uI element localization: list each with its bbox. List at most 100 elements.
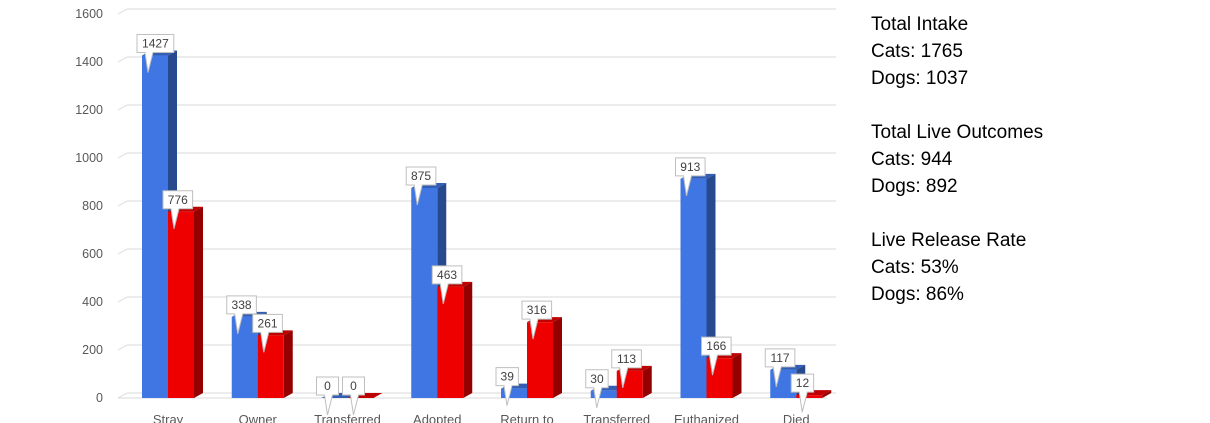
y-axis: 0 200 400 600 800 1000 1200 1400 1600 (75, 7, 103, 405)
category-label: Owner (239, 412, 278, 423)
category-label: Died (783, 412, 810, 423)
bar-front (680, 178, 707, 398)
live-outcomes-cats: Cats: 944 (871, 149, 953, 170)
live-outcomes-title: Total Live Outcomes (871, 122, 1044, 143)
y-tick-label: 1600 (75, 7, 103, 21)
data-label: 316 (521, 300, 553, 340)
data-label: 0 (316, 376, 339, 416)
bar-front (501, 388, 527, 398)
data-label-text: 875 (411, 169, 431, 183)
data-label-callout (611, 349, 642, 389)
bar (527, 317, 562, 398)
data-label: 30 (585, 369, 609, 408)
gridline-side (117, 296, 128, 303)
bar-side (822, 390, 832, 398)
data-label-callout (226, 295, 257, 335)
category-label: Transferred (583, 412, 650, 423)
bar (168, 206, 203, 398)
data-label: 0 (342, 376, 365, 416)
bar-front (168, 211, 194, 398)
y-tick-label: 800 (82, 199, 103, 213)
data-label-text: 913 (680, 160, 700, 174)
bar-front (142, 55, 168, 399)
data-label-text: 166 (706, 339, 726, 353)
gridline-side (117, 392, 128, 399)
intake-title: Total Intake (871, 14, 969, 35)
data-label-text: 338 (232, 298, 252, 312)
data-label-callout (405, 166, 437, 206)
data-label-text: 117 (770, 351, 789, 365)
release-rate-block: Live Release Rate Cats: 53% Dogs: 86% (871, 227, 1191, 308)
y-tick-label: 1200 (75, 103, 103, 117)
data-label-callout (316, 376, 339, 416)
data-labels: 1427 338 0 875 39 30 913 117 776 261 0 463 316 113 166… (136, 34, 815, 416)
gridline-side (117, 248, 128, 255)
data-label-callout (701, 336, 732, 376)
bar-front (796, 395, 823, 398)
data-label-text: 12 (796, 376, 810, 390)
live-outcomes-block: Total Live Outcomes Cats: 944 Dogs: 892 (871, 119, 1191, 200)
data-label: 338 (226, 295, 257, 335)
y-tick-label: 600 (82, 247, 103, 261)
category-label: Stray (153, 412, 184, 423)
data-label-callout (495, 367, 519, 406)
data-label: 913 (675, 157, 706, 197)
gridline-side (117, 8, 128, 15)
data-label-text: 39 (501, 370, 515, 384)
data-label-text: 1427 (142, 37, 169, 51)
data-label-callout (342, 376, 365, 416)
release-rate-dogs: Dogs: 86% (871, 284, 964, 305)
data-label-callout (675, 157, 706, 197)
data-label-text: 0 (324, 379, 331, 393)
bar-side (553, 317, 562, 398)
gridline-side (117, 56, 128, 63)
data-label: 113 (611, 349, 642, 389)
bar (257, 330, 293, 398)
gridline-side (117, 344, 128, 351)
release-rate-title: Live Release Rate (871, 230, 1027, 251)
gridline-side (117, 200, 128, 207)
data-label: 166 (701, 336, 732, 376)
data-label: 875 (405, 166, 437, 206)
release-rate-cats: Cats: 53% (871, 257, 959, 278)
data-label: 12 (790, 373, 815, 413)
intake-dogs: Dogs: 1037 (871, 68, 969, 89)
data-label: 463 (431, 265, 463, 305)
data-label: 117 (764, 348, 796, 388)
x-axis: Stray Owner Transferred Adopted Return to Tra… (153, 412, 810, 423)
bar-side (463, 281, 473, 398)
bar-side (642, 365, 652, 398)
bar-front (257, 335, 284, 398)
intake-cats: Cats: 1765 (871, 41, 963, 62)
data-label-text: 463 (437, 268, 457, 282)
live-outcomes-dogs: Dogs: 892 (871, 176, 958, 197)
bar-front (437, 286, 464, 398)
data-label-text: 776 (168, 193, 188, 207)
y-tick-label: 400 (82, 295, 103, 309)
y-tick-label: 200 (82, 343, 103, 357)
bar-front (411, 188, 438, 398)
category-label: Euthanized (674, 412, 739, 423)
intake-block: Total Intake Cats: 1765 Dogs: 1037 (871, 11, 1191, 92)
gridline-side (117, 104, 128, 111)
data-label-callout (136, 34, 175, 73)
y-tick-label: 1000 (75, 151, 103, 165)
bar-front (527, 322, 553, 398)
bar-side (194, 206, 203, 398)
data-label-text: 0 (350, 379, 357, 393)
data-label-callout (764, 348, 796, 388)
data-label: 1427 (136, 34, 175, 73)
data-label-text: 113 (617, 352, 636, 366)
data-label: 776 (162, 190, 194, 229)
data-label-text: 316 (527, 303, 547, 317)
data-label-callout (252, 313, 283, 353)
data-label: 39 (495, 367, 519, 406)
y-tick-label: 1400 (75, 55, 103, 69)
category-label: Adopted (413, 412, 461, 423)
data-label-callout (790, 373, 815, 413)
data-label-text: 261 (258, 316, 278, 330)
data-label: 261 (252, 313, 283, 353)
gridline-side (117, 152, 128, 159)
category-label: Return to (500, 412, 553, 423)
y-tick-label: 0 (96, 391, 103, 405)
